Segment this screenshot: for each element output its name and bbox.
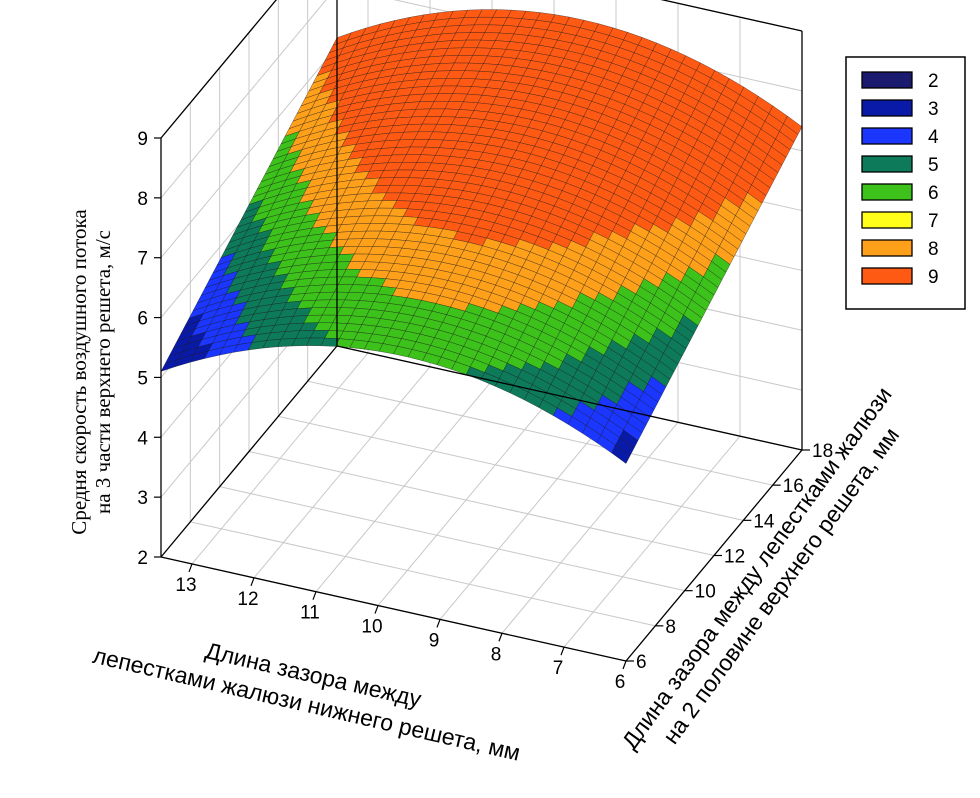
x-tick-mark-4 [436, 619, 441, 628]
left-top-edge [160, 0, 277, 139]
z-tick-label: 5 [137, 368, 148, 389]
y-tick-label: 10 [695, 582, 716, 603]
x-axis-title: Длина зазора между лепестками жалюзи ниж… [91, 637, 523, 766]
x-tick-mark-7 [622, 660, 627, 670]
z-tick-label: 2 [137, 548, 148, 569]
x-tick-mark-5 [498, 633, 503, 642]
legend-label-4: 4 [928, 127, 939, 148]
x-tick-label: 9 [429, 630, 440, 651]
y-tick-label: 18 [812, 441, 833, 462]
x-tick-label: 10 [361, 617, 382, 638]
y-tick-label: 12 [724, 547, 745, 568]
floor-grid-y-1 [190, 521, 656, 627]
y-tick-label: 8 [665, 617, 676, 638]
y-tick-label: 6 [636, 652, 647, 673]
legend-swatch-2 [861, 71, 913, 89]
y-tick-label: 16 [783, 476, 804, 497]
legend-label-7: 7 [928, 211, 939, 232]
legend-label-3: 3 [928, 99, 939, 120]
legend-swatch-4 [861, 127, 913, 145]
y-tick-label: 14 [753, 511, 775, 532]
legend-box [845, 56, 966, 310]
legend-label-2: 2 [928, 71, 939, 92]
x-tick-label: 7 [553, 658, 564, 679]
z-tick-label: 9 [137, 129, 148, 150]
legend-swatch-3 [861, 99, 913, 117]
z-tick-label: 7 [137, 249, 148, 270]
floor-grid-y-4 [278, 415, 744, 521]
x-axis-line [160, 556, 627, 662]
z-tick-label: 3 [137, 488, 148, 509]
axes [154, 0, 810, 670]
legend-label-6: 6 [928, 183, 939, 204]
left-wall-grid-z-6 [160, 0, 327, 199]
y-axis-title: Длина зазора между лепестками жалюзи на … [616, 382, 904, 754]
x-tick-label: 8 [491, 644, 502, 665]
x-tick-mark-6 [560, 646, 565, 656]
back-bottom-edge [336, 345, 803, 451]
x-tick-label: 13 [175, 575, 196, 596]
legend-swatch-5 [861, 155, 913, 173]
z-tick-label: 4 [137, 428, 148, 449]
response-surface [160, 9, 803, 464]
floor-grid-y-2 [219, 486, 685, 592]
z-axis-title-line-1: Средня скорость воздушного потока [67, 209, 91, 535]
x-tick-mark-0 [188, 563, 193, 573]
legend: 2 3 4 5 6 7 8 9 [845, 56, 966, 310]
z-tick-label: 6 [137, 309, 148, 330]
legend-swatch-6 [861, 183, 913, 201]
legend-swatch-8 [861, 239, 913, 257]
z-axis-title: Средня скорость воздушного потока на 3 ч… [67, 209, 115, 535]
legend-swatch-9 [861, 267, 913, 285]
x-tick-mark-3 [374, 605, 379, 614]
legend-label-5: 5 [928, 155, 939, 176]
legend-label-8: 8 [928, 239, 939, 260]
z-tick-label: 8 [137, 189, 148, 210]
legend-swatch-7 [861, 211, 913, 229]
x-tick-label: 6 [615, 672, 626, 693]
floor-grid-y-5 [307, 380, 773, 486]
z-axis-title-line-2: на 3 части верхнего решета, м/с [91, 230, 115, 514]
x-tick-label: 12 [237, 589, 258, 610]
back-top-edge [660, 0, 803, 32]
floor-grid-y-3 [248, 451, 715, 556]
left-wall-grid-z-5 [160, 46, 338, 259]
y-axis-title-line-1: Длина зазора между лепестками жалюзи [616, 382, 896, 754]
left-bottom-edge [160, 345, 338, 558]
x-tick-mark-2 [312, 591, 317, 600]
x-tick-label: 11 [300, 603, 320, 624]
surface-cell [611, 444, 631, 464]
x-tick-mark-1 [250, 577, 255, 587]
legend-label-9: 9 [928, 267, 939, 288]
